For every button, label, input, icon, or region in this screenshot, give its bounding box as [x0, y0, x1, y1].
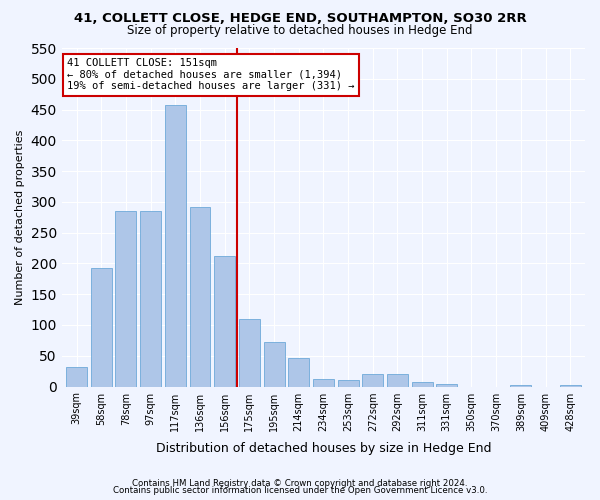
Bar [263, 342, 284, 386]
Bar [362, 374, 383, 386]
Bar [91, 268, 112, 386]
Bar [66, 367, 87, 386]
Text: 41, COLLETT CLOSE, HEDGE END, SOUTHAMPTON, SO30 2RR: 41, COLLETT CLOSE, HEDGE END, SOUTHAMPTO… [74, 12, 526, 26]
Bar [140, 211, 161, 386]
Text: Contains HM Land Registry data © Crown copyright and database right 2024.: Contains HM Land Registry data © Crown c… [132, 478, 468, 488]
Bar [387, 374, 408, 386]
Bar [165, 104, 186, 386]
Bar [239, 319, 260, 386]
Text: Size of property relative to detached houses in Hedge End: Size of property relative to detached ho… [127, 24, 473, 37]
Bar [313, 379, 334, 386]
Bar [436, 384, 457, 386]
Bar [412, 382, 433, 386]
Bar [338, 380, 359, 386]
Text: 41 COLLETT CLOSE: 151sqm
← 80% of detached houses are smaller (1,394)
19% of sem: 41 COLLETT CLOSE: 151sqm ← 80% of detach… [67, 58, 355, 92]
Y-axis label: Number of detached properties: Number of detached properties [15, 130, 25, 305]
Bar [288, 358, 309, 386]
Text: Contains public sector information licensed under the Open Government Licence v3: Contains public sector information licen… [113, 486, 487, 495]
Bar [214, 256, 235, 386]
Bar [190, 208, 211, 386]
Bar [511, 384, 532, 386]
Bar [115, 211, 136, 386]
X-axis label: Distribution of detached houses by size in Hedge End: Distribution of detached houses by size … [155, 442, 491, 455]
